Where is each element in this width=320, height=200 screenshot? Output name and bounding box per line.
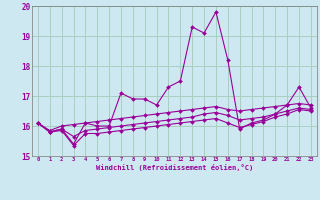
X-axis label: Windchill (Refroidissement éolien,°C): Windchill (Refroidissement éolien,°C) [96, 164, 253, 171]
